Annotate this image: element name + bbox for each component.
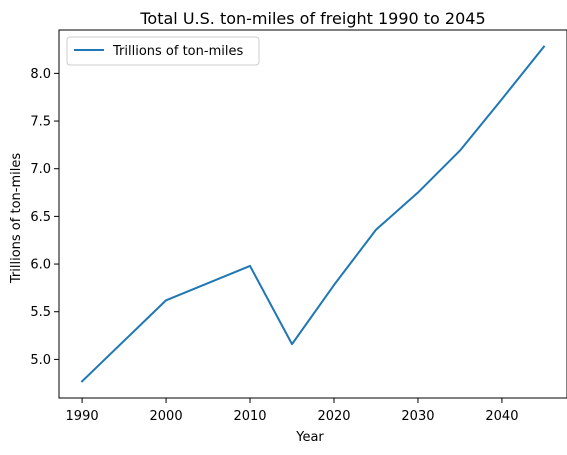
x-axis-label: Year	[295, 430, 324, 445]
y-tick-label-7.5: 7.5	[30, 115, 51, 130]
legend-box	[66, 36, 260, 66]
plot-area-background	[59, 30, 567, 398]
y-axis: 5.0 5.5 6.0 6.5 7.0 7.5 8.0	[30, 67, 59, 368]
x-tick-label-2030: 2030	[401, 409, 434, 424]
plot-layer	[80, 45, 546, 383]
y-tick-label-5.0: 5.0	[30, 353, 51, 368]
legend-label: Trillions of ton-miles	[112, 44, 243, 59]
legend: Trillions of ton-miles	[66, 36, 260, 66]
x-tick-label-2010: 2010	[233, 409, 266, 424]
plot-frame	[58, 29, 567, 399]
y-tick-label-6.5: 6.5	[30, 210, 51, 225]
y-axis-label: Trillions of ton-miles	[9, 153, 24, 284]
x-tick-label-2040: 2040	[485, 409, 518, 424]
series-line-0	[80, 45, 546, 383]
y-tick-label-7.0: 7.0	[30, 162, 51, 177]
y-tick-label-5.5: 5.5	[30, 305, 51, 320]
x-axis: 1990 2000 2010 2020 2030 2040	[66, 398, 518, 424]
x-tick-label-1990: 1990	[66, 409, 99, 424]
x-tick-label-2000: 2000	[150, 409, 183, 424]
chart-title: Total U.S. ton-miles of freight 1990 to …	[139, 9, 485, 28]
y-tick-label-8.0: 8.0	[30, 67, 51, 82]
y-tick-label-6.0: 6.0	[30, 258, 51, 273]
x-tick-label-2020: 2020	[317, 409, 350, 424]
